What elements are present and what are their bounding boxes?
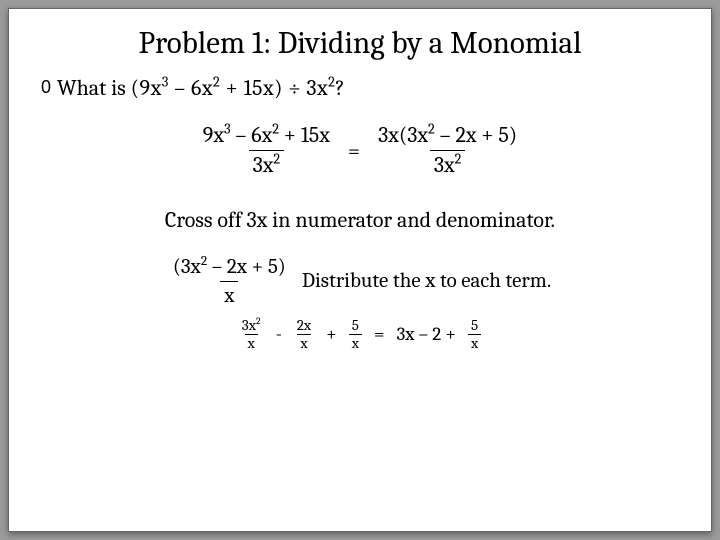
final-equation: 3x2 x - 2x x + 5 x = 3x – 2 + 5 x <box>41 318 679 351</box>
bullet-icon: 0 <box>41 77 51 99</box>
slide: Problem 1: Dividing by a Monomial 0 What… <box>8 8 712 532</box>
slide-title: Problem 1: Dividing by a Monomial <box>41 25 679 61</box>
step2-row: (3x2 – 2x + 5) x Distribute the x to eac… <box>41 255 679 308</box>
cross-off-text: Cross off 3x in numerator and denominato… <box>41 207 679 233</box>
final-t3-den: x <box>349 334 362 351</box>
final-t1-den: x <box>245 334 258 351</box>
step1-right-fraction: 3x(3x2 – 2x + 5) 3x2 <box>374 123 521 179</box>
distribute-text: Distribute the x to each term. <box>302 269 551 293</box>
question-lead: What is <box>57 75 131 101</box>
final-result-frac: 5 x <box>468 318 481 351</box>
step2-denominator: x <box>220 281 238 308</box>
plus-sign-1: + <box>326 323 337 345</box>
equals-sign: = <box>348 138 360 164</box>
final-term1: 3x2 x <box>239 318 264 351</box>
final-r2-num: 5 <box>468 318 481 334</box>
step1-right-numerator: 3x(3x2 – 2x + 5) <box>374 123 521 150</box>
question-expression: (9x3 – 6x2 + 15x) ÷ 3x2? <box>131 75 346 101</box>
step1-left-fraction: 9x3 – 6x2 + 15x 3x2 <box>199 123 334 179</box>
final-t2-num: 2x <box>294 318 314 334</box>
question-row: 0 What is (9x3 – 6x2 + 15x) ÷ 3x2? <box>41 75 679 101</box>
step1-left-numerator: 9x3 – 6x2 + 15x <box>199 123 334 150</box>
final-r2-den: x <box>468 334 481 351</box>
question-text: What is (9x3 – 6x2 + 15x) ÷ 3x2? <box>57 75 345 101</box>
step1-left-denominator: 3x2 <box>249 150 285 178</box>
step2-numerator: (3x2 – 2x + 5) <box>169 255 290 281</box>
final-t3-num: 5 <box>349 318 362 334</box>
final-t1-num: 3x2 <box>239 318 264 334</box>
final-term2: 2x x <box>294 318 314 351</box>
final-result-poly: 3x – 2 + <box>396 323 455 345</box>
final-term3: 5 x <box>349 318 362 351</box>
step1-right-denominator: 3x2 <box>430 150 466 178</box>
final-t2-den: x <box>297 334 310 351</box>
step2-fraction: (3x2 – 2x + 5) x <box>169 255 290 308</box>
minus-sign: - <box>276 323 282 345</box>
step1-equation: 9x3 – 6x2 + 15x 3x2 = 3x(3x2 – 2x + 5) 3… <box>41 123 679 179</box>
final-equals: = <box>374 323 385 345</box>
